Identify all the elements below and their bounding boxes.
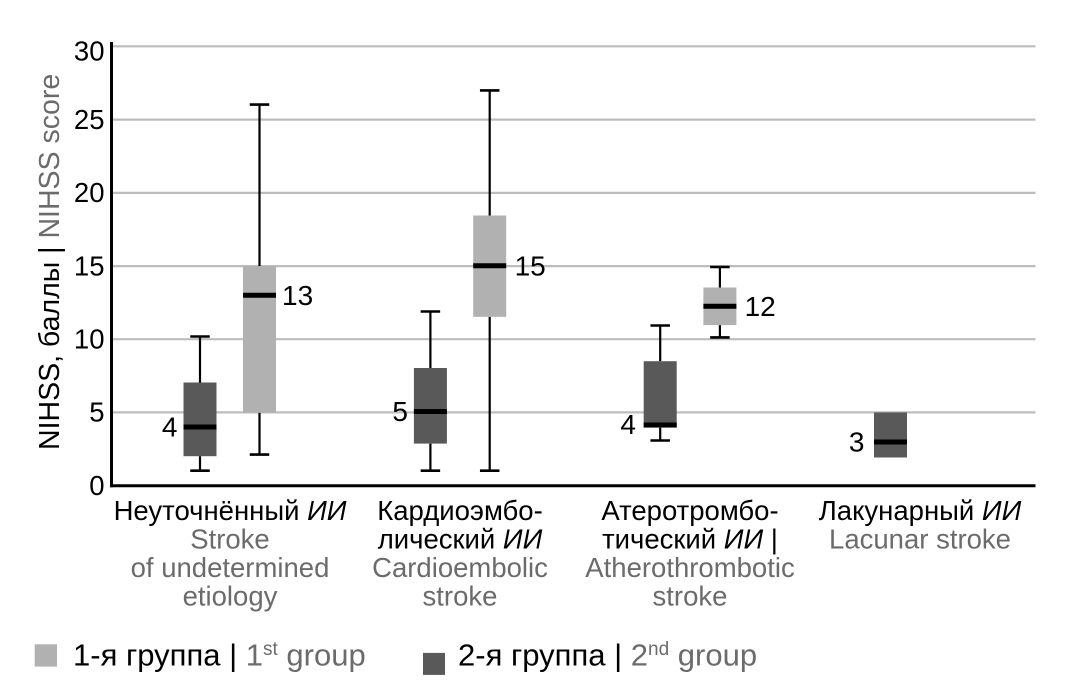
svg-text:Кардиоэмбо-: Кардиоэмбо- [377, 495, 543, 526]
svg-text:Неуточнённый ИИ: Неуточнённый ИИ [114, 495, 347, 526]
svg-text:тический ИИ |: тический ИИ | [602, 524, 778, 555]
svg-text:0: 0 [89, 470, 104, 501]
svg-text:Atherothrombotic: Atherothrombotic [585, 552, 795, 583]
svg-text:5: 5 [89, 397, 104, 428]
svg-text:13: 13 [282, 280, 313, 311]
svg-text:10: 10 [74, 324, 105, 355]
svg-text:etiology: etiology [183, 581, 278, 612]
svg-text:of undetermined: of undetermined [131, 552, 330, 583]
svg-text:3: 3 [849, 427, 865, 458]
svg-text:Атеротромбо-: Атеротромбо- [601, 495, 778, 526]
svg-text:4: 4 [620, 409, 636, 440]
svg-text:20: 20 [74, 177, 105, 208]
svg-text:лический ИИ: лический ИИ [378, 524, 543, 555]
svg-text:4: 4 [162, 412, 178, 443]
svg-text:15: 15 [74, 250, 105, 281]
svg-text:Lacunar stroke: Lacunar stroke [829, 524, 1011, 555]
svg-text:30: 30 [74, 36, 105, 67]
svg-text:12: 12 [745, 291, 776, 322]
svg-text:5: 5 [392, 396, 408, 427]
svg-text:2-я группа | 2nd group: 2-я группа | 2nd group [458, 638, 757, 673]
svg-text:stroke: stroke [423, 581, 498, 612]
svg-text:Cardioembolic: Cardioembolic [372, 552, 548, 583]
svg-text:15: 15 [515, 250, 546, 281]
svg-text:1-я группа | 1st group: 1-я группа | 1st group [73, 638, 366, 673]
svg-text:Stroke: Stroke [190, 524, 269, 555]
svg-text:NIHSS, баллы | NIHSS score: NIHSS, баллы | NIHSS score [34, 74, 66, 450]
svg-text:Лакунарный ИИ: Лакунарный ИИ [819, 495, 1022, 526]
svg-text:stroke: stroke [653, 581, 728, 612]
svg-text:25: 25 [74, 104, 105, 135]
